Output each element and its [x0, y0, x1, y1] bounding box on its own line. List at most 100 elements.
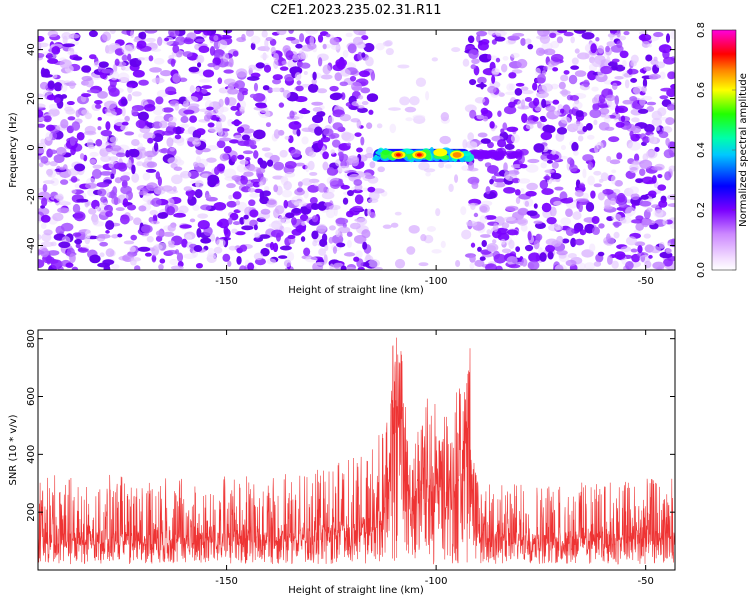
heatmap-cell	[253, 236, 264, 243]
heatmap-cell	[658, 131, 669, 139]
heatmap-cell	[625, 212, 632, 218]
heatmap-cell	[593, 170, 602, 176]
heatmap-cell	[213, 201, 227, 211]
heatmap-cell	[253, 129, 266, 140]
heatmap-cell	[539, 179, 549, 190]
heatmap-cell	[619, 218, 627, 224]
heatmap-cell	[659, 241, 665, 249]
heatmap-cell	[50, 259, 63, 270]
heatmap-cell	[86, 89, 100, 94]
heatmap-cell	[38, 234, 42, 240]
heatmap-cell	[249, 93, 257, 99]
heatmap-cell	[630, 219, 644, 224]
heatmap-cell	[665, 137, 670, 147]
heatmap-cell	[279, 66, 289, 71]
heatmap-cell	[665, 33, 671, 44]
heatmap-cell	[574, 70, 587, 77]
heatmap-cell	[533, 220, 543, 225]
heatmap-cell	[178, 205, 189, 214]
heatmap-cell	[376, 123, 383, 129]
heatmap-cell	[155, 230, 164, 237]
heatmap-cell	[486, 243, 499, 253]
heatmap-cell	[236, 164, 248, 173]
heatmap-cell	[469, 78, 477, 86]
heatmap-cell	[252, 181, 261, 188]
signal-tail	[481, 153, 493, 159]
heatmap-cell	[137, 148, 147, 159]
heatmap-cell	[373, 266, 383, 270]
heatmap-cell	[425, 171, 431, 177]
heatmap-cell	[562, 104, 571, 115]
heatmap-cell	[148, 55, 154, 62]
heatmap-cell	[128, 246, 136, 253]
heatmap-cell	[645, 149, 658, 159]
heatmap-cell	[247, 262, 255, 270]
heatmap-cell	[493, 178, 507, 183]
heatmap-cell	[487, 30, 498, 36]
heatmap-cell	[76, 198, 89, 203]
colorbar-tick-label: 0.0	[696, 262, 707, 278]
colorbar-tick-label: 0.6	[696, 82, 707, 98]
heatmap-cell	[614, 251, 626, 260]
heatmap-cell	[111, 166, 117, 176]
heatmap-cell	[597, 192, 605, 201]
heatmap-cell	[569, 94, 580, 101]
heatmap-cell	[331, 92, 343, 99]
heatmap-cell	[545, 238, 558, 246]
heatmap-cell	[175, 126, 182, 135]
heatmap-cell	[296, 80, 302, 86]
heatmap-cell	[200, 204, 212, 211]
heatmap-cell	[479, 234, 491, 238]
heatmap-cell	[92, 164, 103, 169]
heatmap-cell	[349, 75, 357, 82]
heatmap-cell	[237, 154, 245, 160]
heatmap-cell	[175, 35, 186, 46]
heatmap-cell	[248, 139, 257, 146]
heatmap-cell	[91, 168, 102, 179]
heatmap-cell	[578, 183, 586, 189]
heatmap-cell	[291, 217, 297, 226]
heatmap-cell	[196, 54, 205, 64]
figure-title: C2E1.2023.235.02.31.R11	[270, 3, 441, 18]
heatmap-cell	[591, 59, 602, 68]
heatmap-cell	[481, 239, 487, 248]
heatmap-cell	[629, 96, 638, 102]
heatmap-cell	[368, 190, 380, 201]
heatmap-cell	[46, 52, 53, 60]
heatmap-cell	[524, 200, 530, 207]
heatmap-cell	[171, 174, 183, 185]
heatmap-cell	[322, 151, 329, 160]
heatmap-cell	[105, 187, 110, 198]
heatmap-cell	[545, 244, 555, 253]
heatmap-cell	[375, 42, 385, 51]
heatmap-cell	[503, 186, 516, 194]
heatmap-cell	[582, 168, 587, 179]
heatmap-cell	[206, 157, 217, 163]
heatmap-cell	[38, 93, 45, 98]
heatmap-cell	[460, 206, 467, 216]
heatmap-cell	[431, 249, 442, 254]
heatmap-cell	[533, 143, 545, 153]
heatmap-cell	[52, 212, 64, 222]
heatmap-cell	[249, 192, 260, 198]
heatmap-cell	[518, 178, 531, 184]
heatmap-cell	[665, 46, 672, 53]
heatmap-cell	[166, 137, 174, 148]
heatmap-cell	[120, 185, 132, 195]
heatmap-cell	[575, 198, 589, 202]
heatmap-cell	[394, 258, 406, 269]
heatmap-cell	[158, 120, 168, 129]
heatmap-cell	[222, 52, 230, 62]
heatmap-cell	[43, 90, 48, 99]
heatmap-cell	[226, 200, 237, 208]
heatmap-cell	[127, 93, 132, 102]
heatmap-cell	[258, 181, 264, 187]
heatmap-cell	[461, 229, 472, 240]
heatmap-cell	[307, 83, 319, 93]
heatmap-cell	[149, 67, 162, 73]
heatmap-cell	[92, 216, 99, 226]
heatmap-cell	[239, 244, 248, 252]
heatmap-cell	[197, 220, 210, 230]
heatmap-cell	[606, 41, 616, 47]
heatmap-cell	[260, 208, 271, 215]
